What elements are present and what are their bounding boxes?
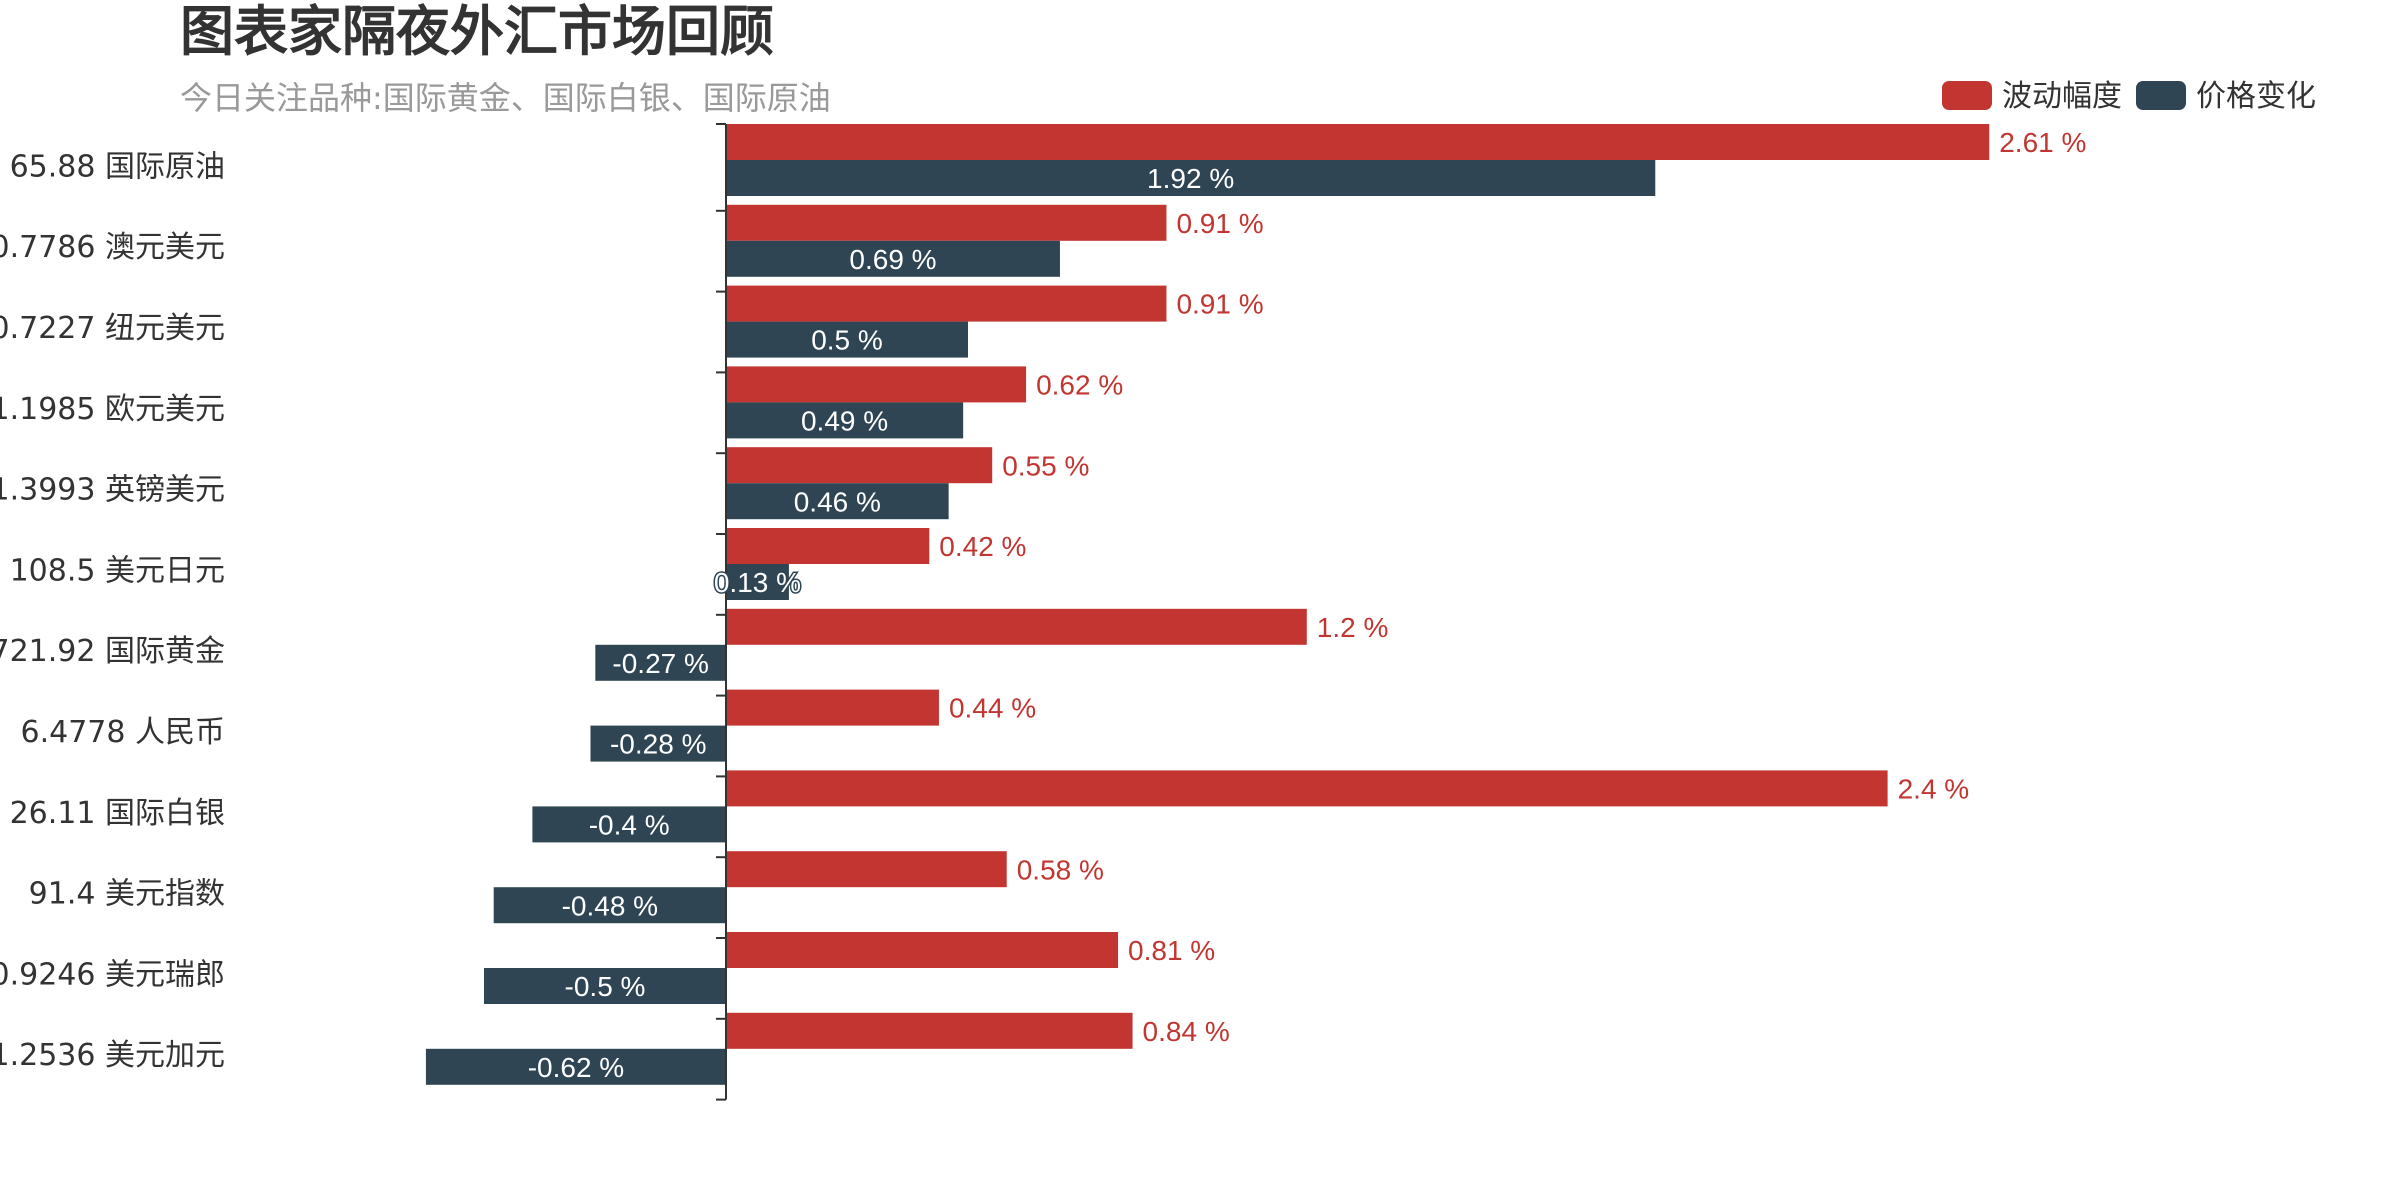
category-label-9: 26.11 国际白银 (10, 796, 225, 831)
category-label-12: 1.2536 美元加元 (0, 1038, 225, 1073)
value-label-volatility-4: 0.62 % (1036, 369, 1123, 400)
bar-price-change-11[interactable] (484, 968, 726, 1004)
bar-price-change-3[interactable] (726, 321, 968, 358)
value-label-price-change-2: 0.69 % (849, 244, 936, 275)
category-axis (716, 123, 727, 1101)
value-labels: 2.61 % 1.92 % 0.91 % 0.69 % 0.91 % 0.5 % 0.62 … (526, 127, 2086, 1084)
value-label-volatility-12: 0.84 % (1143, 1016, 1230, 1047)
value-label-volatility-11: 0.81 % (1128, 935, 1215, 966)
value-label-volatility-7: 1.2 % (1317, 612, 1389, 643)
bar-volatility-4[interactable] (726, 366, 1027, 403)
bars-group (425, 124, 1990, 1085)
bar-volatility-9[interactable] (726, 770, 1888, 807)
value-label-price-change-6: 0.13 % (714, 567, 801, 598)
bar-price-change-2[interactable] (726, 240, 1060, 277)
legend-label-2[interactable]: 价格变化 (2196, 79, 2316, 114)
bar-volatility-11[interactable] (726, 932, 1119, 968)
bar-price-change-9[interactable] (532, 806, 726, 843)
value-label-price-change-3: 0.5 % (811, 325, 883, 356)
category-label-5: 1.3993 英镑美元 (0, 473, 225, 508)
legend-swatch-2[interactable] (2136, 81, 2186, 110)
chart-subtitle: 今日关注品种:国际黄金、国际白银、国际原油 (180, 79, 831, 117)
value-label-price-change-10: -0.48 % (562, 890, 659, 921)
bar-volatility-12[interactable] (726, 1012, 1133, 1049)
category-label-1: 65.88 国际原油 (10, 149, 225, 184)
bar-price-change-10[interactable] (493, 887, 726, 924)
category-label-10: 91.4 美元指数 (29, 877, 225, 912)
value-label-volatility-1: 2.61 % (1999, 127, 2086, 158)
value-label-price-change-8: -0.28 % (610, 729, 707, 760)
bar-volatility-3[interactable] (726, 285, 1167, 322)
value-label-price-change-1: 1.92 % (1147, 163, 1234, 194)
category-labels: 65.88 国际原油 0.7786 澳元美元 0.7227 纽元美元 1.1985 欧… (0, 149, 225, 1073)
bar-volatility-10[interactable] (726, 851, 1007, 888)
bar-volatility-8[interactable] (726, 689, 939, 726)
bar-volatility-2[interactable] (726, 204, 1167, 241)
value-label-price-change-9: -0.4 % (589, 809, 670, 840)
category-label-6: 108.5 美元日元 (10, 553, 225, 588)
legend-label-1[interactable]: 波动幅度 (2002, 79, 2122, 114)
bar-price-change-8[interactable] (590, 725, 726, 762)
category-label-2: 0.7786 澳元美元 (0, 230, 225, 265)
value-label-price-change-4: 0.49 % (801, 405, 888, 436)
value-label-price-change-7: -0.27 % (612, 648, 709, 679)
bar-price-change-12[interactable] (425, 1048, 726, 1085)
value-label-price-change-11: -0.5 % (565, 971, 646, 1002)
value-label-price-change-12: -0.62 % (528, 1052, 625, 1083)
value-label-volatility-2: 0.91 % (1176, 208, 1263, 239)
category-label-11: 0.9246 美元瑞郎 (0, 957, 225, 992)
bar-volatility-5[interactable] (726, 447, 993, 484)
value-label-price-change-5: 0.46 % (794, 486, 881, 517)
category-label-7: 1721.92 国际黄金 (0, 634, 225, 669)
value-label-volatility-10: 0.58 % (1017, 854, 1104, 885)
bar-price-change-7[interactable] (595, 644, 726, 681)
category-label-3: 0.7227 纽元美元 (0, 311, 225, 346)
category-label-4: 1.1985 欧元美元 (0, 392, 225, 427)
legend: 波动幅度 价格变化 (1942, 79, 2316, 114)
bar-price-change-1[interactable] (726, 160, 1656, 196)
bar-volatility-7[interactable] (726, 608, 1307, 645)
value-label-volatility-5: 0.55 % (1002, 450, 1089, 481)
category-label-8: 6.4778 人民币 (20, 715, 225, 750)
value-label-volatility-6: 0.42 % (939, 531, 1026, 562)
bar-price-change-6[interactable] (726, 564, 789, 600)
bar-price-change-4[interactable] (726, 402, 964, 439)
bar-volatility-6[interactable] (726, 528, 930, 564)
bar-volatility-1[interactable] (726, 124, 1990, 160)
value-label-volatility-9: 2.4 % (1898, 773, 1970, 804)
value-label-volatility-8: 0.44 % (949, 693, 1036, 724)
value-label-volatility-3: 0.91 % (1176, 289, 1263, 320)
bar-price-change-5[interactable] (726, 483, 949, 520)
legend-swatch-1[interactable] (1942, 81, 1992, 110)
chart-title: 图表家隔夜外汇市场回顾 (180, 0, 774, 63)
